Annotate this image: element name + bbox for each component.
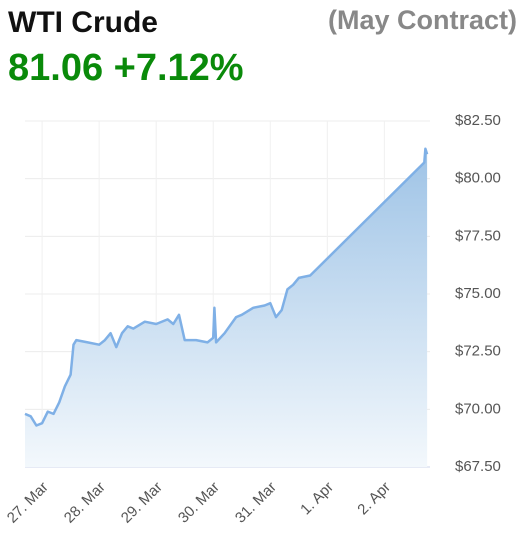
x-tick-label: 31. Mar bbox=[232, 479, 280, 527]
y-tick-label: $82.50 bbox=[455, 112, 501, 129]
chart-title: WTI Crude bbox=[8, 6, 158, 39]
x-tick-label: 2. Apr bbox=[354, 479, 394, 519]
price-line: 81.06 +7.12% bbox=[8, 47, 244, 89]
change: +7.12% bbox=[114, 47, 244, 89]
x-tick-label: 27. Mar bbox=[4, 479, 52, 527]
y-tick-label: $72.50 bbox=[455, 343, 501, 360]
x-tick-label: 29. Mar bbox=[118, 479, 166, 527]
x-tick-label: 30. Mar bbox=[175, 479, 223, 527]
area bbox=[25, 148, 428, 467]
y-tick-label: $70.00 bbox=[455, 400, 501, 417]
y-tick-label: $80.00 bbox=[455, 170, 501, 187]
chart-subtitle: (May Contract) bbox=[328, 5, 517, 35]
line bbox=[24, 147, 429, 427]
y-tick-label: $75.00 bbox=[455, 285, 501, 302]
x-tick-label: 28. Mar bbox=[61, 479, 109, 527]
y-tick-label: $77.50 bbox=[455, 227, 501, 244]
y-tick-label: $67.50 bbox=[455, 458, 501, 475]
x-tick-label: 1. Apr bbox=[297, 479, 337, 519]
price: 81.06 bbox=[8, 47, 103, 89]
